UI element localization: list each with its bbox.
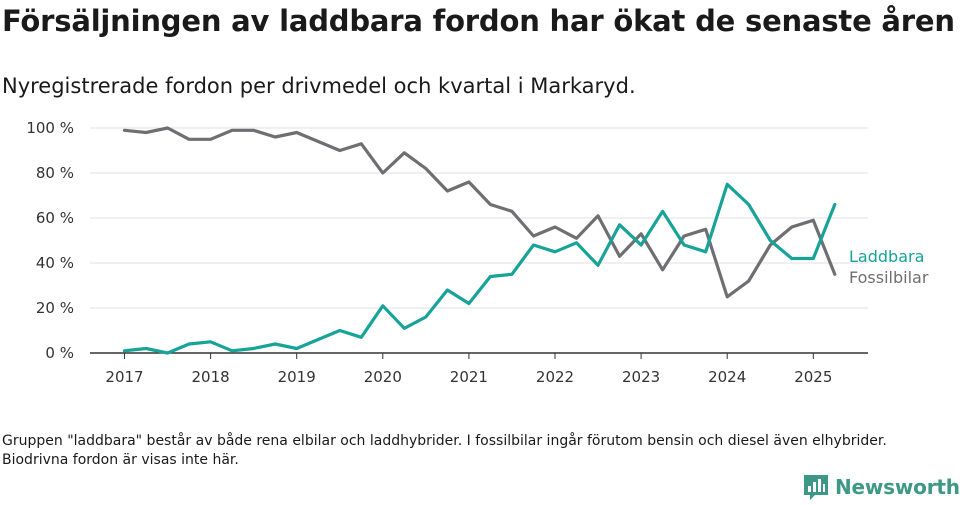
y-tick-label: 100 % (26, 119, 74, 137)
x-tick-label: 2018 (192, 368, 230, 386)
x-tick-label: 2023 (622, 368, 660, 386)
series-line-laddbara (122, 182, 837, 355)
y-tick-label: 20 % (36, 299, 74, 317)
y-tick-label: 60 % (36, 209, 74, 227)
x-tick-label: 2022 (536, 368, 574, 386)
series-line-fossilbilar (122, 126, 837, 299)
x-tick-label: 2021 (450, 368, 488, 386)
logo-text: Newsworthy (835, 475, 960, 499)
chart-subtitle: Nyregistrerade fordon per drivmedel och … (2, 74, 636, 98)
series-lines (122, 126, 837, 355)
series-label-laddbara: Laddbara (849, 247, 924, 266)
line-chart: 0 % 20 % 40 % 60 % 80 % 100 % 2017 2018 2019 2020… (26, 119, 929, 386)
x-tick-label: 2019 (278, 368, 316, 386)
y-tick-label: 40 % (36, 254, 74, 272)
x-tick-label: 2025 (794, 368, 832, 386)
series-label-fossilbilar: Fossilbilar (849, 268, 929, 287)
x-axis: 0 % 20 % 40 % 60 % 80 % 100 % 2017 2018 2019 2020… (26, 119, 868, 386)
chart-title: Försäljningen av laddbara fordon har öka… (2, 4, 955, 38)
bar-chart-logo-icon (804, 475, 828, 500)
y-tick-label: 0 % (45, 344, 74, 362)
newsworthy-logo: Newsworthy (803, 474, 960, 500)
grid-lines (90, 127, 868, 309)
x-tick-label: 2017 (105, 368, 143, 386)
y-tick-label: 80 % (36, 164, 74, 182)
x-tick-label: 2024 (708, 368, 746, 386)
x-tick-label: 2020 (364, 368, 402, 386)
footnote: Gruppen "laddbara" består av både rena e… (2, 433, 887, 468)
series-labels: Laddbara Fossilbilar (849, 247, 929, 287)
